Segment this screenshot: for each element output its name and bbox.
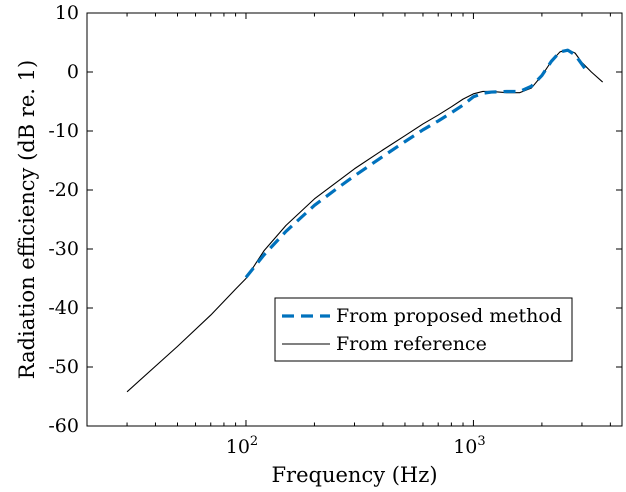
series-line-reference bbox=[126, 49, 604, 393]
y-tick-label: -10 bbox=[48, 120, 79, 142]
series-line-proposed bbox=[244, 48, 590, 279]
x-axis-title: Frequency (Hz) bbox=[271, 463, 437, 487]
y-tick-label: -30 bbox=[48, 238, 79, 260]
y-tick-label: -40 bbox=[48, 297, 79, 319]
axis-ticks: 10 0 -10 -20 -30 -40 -50 -60 102 103 bbox=[48, 2, 622, 458]
legend-label-proposed: From proposed method bbox=[336, 305, 562, 327]
legend: From proposed method From reference bbox=[274, 297, 573, 362]
y-tick-label: -50 bbox=[48, 356, 79, 378]
x-tick-label: 103 bbox=[453, 434, 485, 458]
y-tick-label: -20 bbox=[48, 179, 79, 201]
y-tick-label: 10 bbox=[55, 2, 79, 24]
legend-box bbox=[274, 297, 573, 362]
x-tick-label: 102 bbox=[226, 434, 258, 458]
y-axis-title: Radiation efficiency (dB re. 1) bbox=[15, 60, 39, 379]
y-tick-label: -60 bbox=[48, 415, 79, 437]
plot-lines bbox=[126, 48, 604, 393]
legend-label-reference: From reference bbox=[336, 333, 487, 355]
y-tick-label: 0 bbox=[67, 61, 79, 83]
